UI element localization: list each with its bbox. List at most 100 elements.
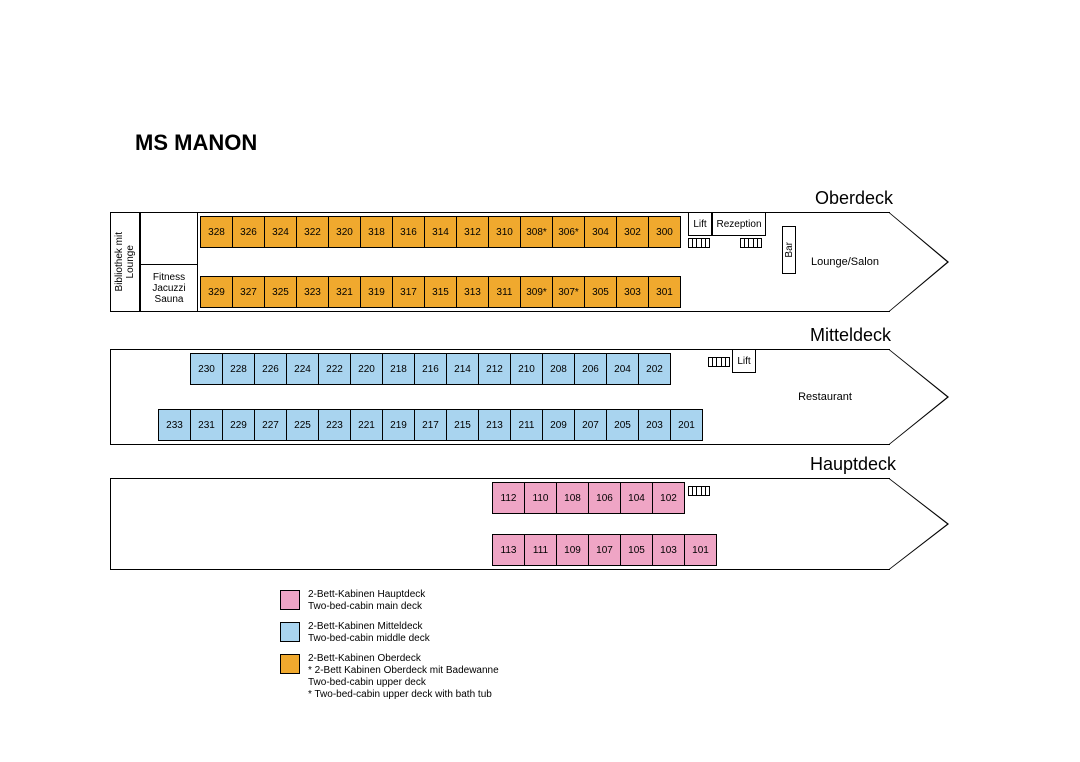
room: Lounge/Salon	[800, 212, 890, 312]
legend-text: 2-Bett-Kabinen Oberdeck * 2-Bett Kabinen…	[308, 653, 499, 701]
cabin: 222	[318, 353, 351, 385]
cabin: 102	[652, 482, 685, 514]
cabin: 219	[382, 409, 415, 441]
cabin: 228	[222, 353, 255, 385]
cabin: 101	[684, 534, 717, 566]
cabin: 320	[328, 216, 361, 248]
room: Restaurant	[760, 349, 890, 445]
cabin: 218	[382, 353, 415, 385]
cabin: 317	[392, 276, 425, 308]
room: Lift	[688, 212, 712, 236]
legend-text: 2-Bett-Kabinen Mitteldeck Two-bed-cabin …	[308, 621, 430, 645]
cabin: 225	[286, 409, 319, 441]
legend-swatch	[280, 654, 300, 674]
cabin: 223	[318, 409, 351, 441]
cabin: 302	[616, 216, 649, 248]
cabin: 202	[638, 353, 671, 385]
cabin: 322	[296, 216, 329, 248]
cabin: 229	[222, 409, 255, 441]
cabin: 309*	[520, 276, 553, 308]
ship-title: MS MANON	[135, 130, 257, 156]
cabin: 213	[478, 409, 511, 441]
cabin: 326	[232, 216, 265, 248]
cabin: 316	[392, 216, 425, 248]
cabin: 314	[424, 216, 457, 248]
cabin: 211	[510, 409, 543, 441]
room: Bibliothek mit Lounge	[110, 212, 140, 312]
room: Rezeption	[712, 212, 766, 236]
cabin: 206	[574, 353, 607, 385]
cabin: 305	[584, 276, 617, 308]
cabin: 310	[488, 216, 521, 248]
legend-text: 2-Bett-Kabinen Hauptdeck Two-bed-cabin m…	[308, 589, 425, 613]
cabin: 329	[200, 276, 233, 308]
cabin: 210	[510, 353, 543, 385]
cabin: 327	[232, 276, 265, 308]
cabin: 306*	[552, 216, 585, 248]
cabin: 231	[190, 409, 223, 441]
bow-shape-inner	[889, 350, 947, 444]
room: Bar	[782, 226, 796, 274]
cabin: 109	[556, 534, 589, 566]
cabin: 107	[588, 534, 621, 566]
bow-shape-inner	[889, 479, 947, 569]
legend-swatch	[280, 622, 300, 642]
cabin: 313	[456, 276, 489, 308]
stairs-icon	[688, 238, 710, 248]
legend-swatch	[280, 590, 300, 610]
cabin: 212	[478, 353, 511, 385]
cabin: 303	[616, 276, 649, 308]
cabin: 103	[652, 534, 685, 566]
cabin: 318	[360, 216, 393, 248]
cabin: 307*	[552, 276, 585, 308]
cabin: 113	[492, 534, 525, 566]
cabin: 319	[360, 276, 393, 308]
cabin: 204	[606, 353, 639, 385]
cabin: 221	[350, 409, 383, 441]
cabin: 308*	[520, 216, 553, 248]
cabin: 300	[648, 216, 681, 248]
cabin: 304	[584, 216, 617, 248]
bow-shape-inner	[889, 213, 947, 311]
cabin: 224	[286, 353, 319, 385]
cabin: 216	[414, 353, 447, 385]
cabin: 106	[588, 482, 621, 514]
cabin: 209	[542, 409, 575, 441]
cabin: 226	[254, 353, 287, 385]
stairs-icon	[688, 486, 710, 496]
cabin: 312	[456, 216, 489, 248]
cabin: 214	[446, 353, 479, 385]
cabin: 108	[556, 482, 589, 514]
stairs-icon	[708, 357, 730, 367]
cabin: 325	[264, 276, 297, 308]
cabin: 111	[524, 534, 557, 566]
cabin: 215	[446, 409, 479, 441]
cabin: 217	[414, 409, 447, 441]
cabin: 311	[488, 276, 521, 308]
cabin: 208	[542, 353, 575, 385]
cabin: 112	[492, 482, 525, 514]
room: Lift	[732, 349, 756, 373]
deck-label: Mitteldeck	[810, 325, 891, 346]
cabin: 323	[296, 276, 329, 308]
deck-label: Hauptdeck	[810, 454, 896, 475]
cabin: 205	[606, 409, 639, 441]
cabin: 328	[200, 216, 233, 248]
cabin: 321	[328, 276, 361, 308]
cabin: 104	[620, 482, 653, 514]
cabin: 315	[424, 276, 457, 308]
cabin: 207	[574, 409, 607, 441]
cabin: 233	[158, 409, 191, 441]
cabin: 227	[254, 409, 287, 441]
stairs-icon	[740, 238, 762, 248]
deck-label: Oberdeck	[815, 188, 893, 209]
cabin: 230	[190, 353, 223, 385]
cabin: 110	[524, 482, 557, 514]
room: Fitness Jacuzzi Sauna	[140, 264, 198, 312]
cabin: 201	[670, 409, 703, 441]
cabin: 220	[350, 353, 383, 385]
cabin: 105	[620, 534, 653, 566]
cabin: 301	[648, 276, 681, 308]
cabin: 324	[264, 216, 297, 248]
cabin: 203	[638, 409, 671, 441]
